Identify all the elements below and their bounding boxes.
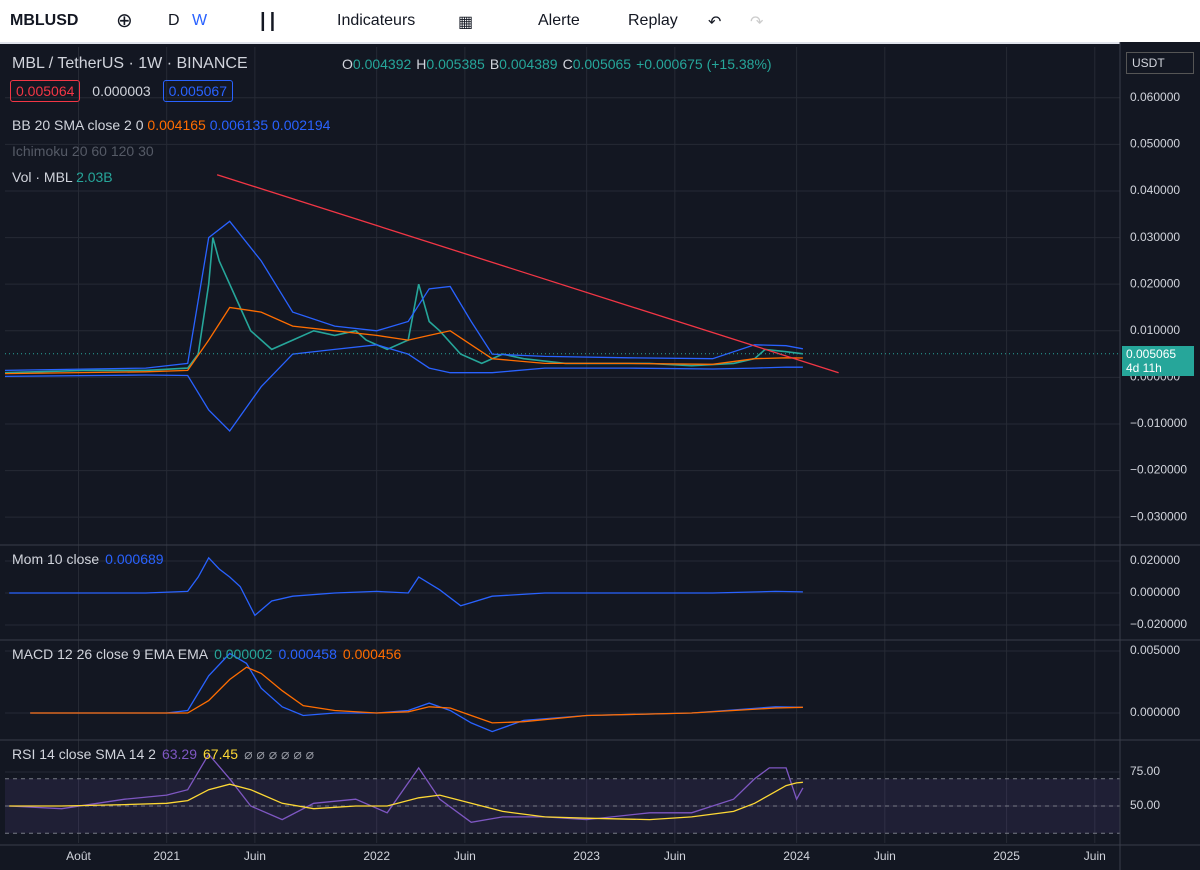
quote: 0.005064 0.000003 0.005067 (10, 80, 233, 102)
x-tick-label: 2025 (993, 849, 1020, 863)
last-price: 0.005065 (1126, 346, 1177, 361)
y-tick-label: 0.005000 (1130, 643, 1180, 657)
x-tick-label: 2023 (573, 849, 600, 863)
vol-legend: Vol · MBL 2.03B (12, 169, 113, 185)
templates[interactable]: ▦ (458, 14, 474, 31)
ohlc-label: B (489, 56, 500, 72)
vol-name: Vol · MBL (12, 169, 73, 185)
x-tick-label: Juin (664, 849, 686, 863)
series-line (9, 556, 803, 617)
ohlc-value: 0.005065 (572, 56, 632, 72)
pane-legend: RSI 14 close SMA 14 2 63.29 67.45 ⌀ ⌀ ⌀ ⌀ ⌀… (12, 746, 314, 763)
y-tick-label: 0.020000 (1130, 276, 1180, 290)
y-tick-label: 0.020000 (1130, 553, 1180, 567)
pane-value: 0.000689 (105, 551, 164, 567)
countdown: 4d 11h (1126, 360, 1162, 375)
interval[interactable]: D (168, 12, 180, 29)
y-tick-label: 0.060000 (1130, 90, 1180, 104)
undo[interactable]: ↶ (708, 14, 722, 31)
pane-legend: Mom 10 close 0.000689 (12, 551, 170, 567)
indicators[interactable]: Indicateurs (337, 12, 416, 29)
spread: 0.000003 (92, 83, 151, 99)
chart-title: MBL / TetherUS · 1W · BINANCE (12, 55, 248, 72)
x-tick-label: Août (66, 849, 91, 863)
ohlc-value: 0.004389 (499, 56, 558, 72)
symbol[interactable]: MBLUSD (10, 12, 79, 29)
y-tick-label: 0.050000 (1130, 137, 1180, 151)
ohlc-label: H (416, 56, 427, 72)
pane-value: 0.000458 (278, 646, 337, 662)
y-tick-label: 0.010000 (1130, 323, 1180, 337)
pane-empty: ⌀ ⌀ ⌀ ⌀ ⌀ ⌀ (244, 746, 315, 762)
series-line (9, 753, 804, 823)
last-price-label: 0.005065 4d 11h (1122, 345, 1194, 376)
pane-value: 0.000456 (342, 646, 402, 662)
ohlc-value: 0.004392 (352, 56, 412, 72)
pane-title: Mom 10 close (12, 551, 100, 567)
y-tick-label: 0.030000 (1130, 230, 1180, 244)
series-line (4, 220, 804, 372)
bb-name: BB 20 SMA close 2 0 (12, 117, 144, 133)
bid[interactable]: 0.005064 (10, 80, 81, 102)
bb-value: 0.004165 (147, 117, 206, 133)
y-tick-label: 50.00 (1130, 798, 1160, 812)
series-line (9, 781, 803, 821)
x-tick-label: Juin (874, 849, 896, 863)
chart: Août 2021 Juin 2022 Juin 2023 Juin 2024 Juin 2025… (0, 42, 1200, 870)
change: +0.000675 (+15.38%) (636, 56, 772, 72)
bb-value: 0.006135 (209, 117, 269, 133)
pane-title: MACD 12 26 close 9 EMA EMA (12, 646, 209, 662)
y-tick-label: 75.00 (1130, 764, 1160, 778)
toolbar: MBLUSD ⊕ D W ┃┃ Indicateurs ▦ Alerte Rep… (0, 0, 1200, 44)
y-tick-label: −0.020000 (1130, 617, 1187, 631)
alert[interactable]: Alerte (538, 12, 580, 29)
y-tick-label: −0.030000 (1130, 509, 1187, 523)
chart-type[interactable]: ┃┃ (258, 14, 278, 31)
y-tick-label: −0.020000 (1130, 463, 1187, 477)
replay[interactable]: Replay (628, 12, 678, 29)
ichimoku-legend: Ichimoku 20 60 120 30 (12, 143, 154, 159)
series-line (4, 306, 803, 375)
pane-value: 0.000002 (214, 646, 273, 662)
axis-background (1120, 42, 1200, 870)
ohlc-label: C (562, 56, 573, 72)
pane-value: 67.45 (203, 746, 239, 762)
pane-legend: MACD 12 26 close 9 EMA EMA 0.000002 0.0004… (12, 646, 407, 662)
x-tick-label: Juin (454, 849, 476, 863)
x-tick-label: Juin (244, 849, 266, 863)
pane-title: RSI 14 close SMA 14 2 (12, 746, 156, 762)
x-tick-label: 2021 (153, 849, 180, 863)
y-tick-label: 0.000000 (1130, 585, 1180, 599)
interval[interactable]: W (192, 12, 208, 29)
series-line (30, 666, 803, 724)
y-tick-label: 0.040000 (1130, 183, 1180, 197)
currency[interactable]: USDT (1126, 52, 1194, 74)
x-tick-label: 2022 (363, 849, 390, 863)
vol-value: 2.03B (76, 169, 113, 185)
ask[interactable]: 0.005067 (162, 80, 233, 102)
y-tick-label: 0.000000 (1130, 705, 1180, 719)
series-line (216, 174, 839, 374)
series-line (30, 652, 803, 733)
y-tick-label: −0.010000 (1130, 416, 1187, 430)
x-tick-label: Juin (1084, 849, 1106, 863)
pane-value: 63.29 (161, 746, 198, 762)
bb-value: 0.002194 (272, 117, 331, 133)
ohlc-value: 0.005385 (426, 56, 485, 72)
ohlc-label: O (342, 56, 353, 72)
redo[interactable]: ↷ (750, 14, 764, 31)
series-line (4, 344, 803, 433)
x-tick-label: 2024 (783, 849, 810, 863)
ohlc: O0.004392 H0.005385 B0.004389 C0.005065 +0.0… (342, 56, 772, 72)
bb-legend: BB 20 SMA close 2 0 0.004165 0.006135 0.… (12, 117, 330, 133)
add-symbol[interactable]: ⊕ (116, 10, 133, 32)
